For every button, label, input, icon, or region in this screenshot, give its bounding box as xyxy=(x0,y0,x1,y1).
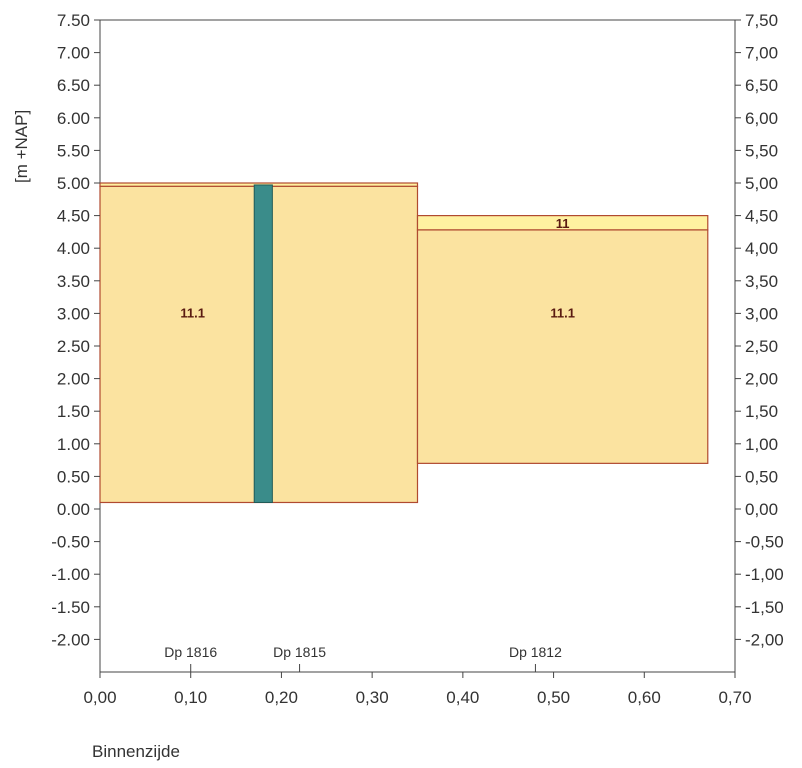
x-tick-label: 0,10 xyxy=(174,688,207,707)
right-y-tick-label: 5,00 xyxy=(745,174,778,193)
right-y-tick-label: -1,00 xyxy=(745,565,784,584)
right-y-tick-label: 6,00 xyxy=(745,109,778,128)
layer-label-3: 11.1 xyxy=(550,305,575,320)
right-y-tick-label: 0,00 xyxy=(745,500,778,519)
left-y-tick-label: 3.00 xyxy=(57,304,90,323)
left-y-tick-label: 6.50 xyxy=(57,76,90,95)
right-y-tick-label: 7,00 xyxy=(745,44,778,63)
x-tick-label: 0,20 xyxy=(265,688,298,707)
x-tick-label: 0,70 xyxy=(718,688,751,707)
soil-layer-3 xyxy=(416,229,709,464)
left-y-tick-label: 0.50 xyxy=(57,467,90,486)
right-y-tick-label: 5,50 xyxy=(745,141,778,160)
left-y-tick-label: 2.50 xyxy=(57,337,90,356)
left-y-tick-label: 5.00 xyxy=(57,174,90,193)
sheet-pile xyxy=(253,184,273,503)
left-y-tick-label: 2.00 xyxy=(57,370,90,389)
left-y-tick-label: 1.50 xyxy=(57,402,90,421)
right-y-tick-label: 2,50 xyxy=(745,337,778,356)
x-tick-label: 0,60 xyxy=(628,688,661,707)
x-tick-label: 0,40 xyxy=(446,688,479,707)
x-tick-label: 0,30 xyxy=(356,688,389,707)
left-y-tick-label: 1.00 xyxy=(57,435,90,454)
right-y-tick-label: 4,50 xyxy=(745,207,778,226)
layer-label-0: 11.1 xyxy=(180,305,205,320)
borehole-label: Dp 1812 xyxy=(509,644,562,660)
x-tick-label: 0,50 xyxy=(537,688,570,707)
right-y-tick-label: 2,00 xyxy=(745,370,778,389)
left-y-tick-label: -2.00 xyxy=(51,630,90,649)
left-y-tick-label: -1.00 xyxy=(51,565,90,584)
right-y-tick-label: 3,00 xyxy=(745,304,778,323)
right-y-tick-label: -1,50 xyxy=(745,598,784,617)
layer-label-2: 11 xyxy=(556,216,570,231)
x-tick-label: 0,00 xyxy=(83,688,116,707)
right-y-tick-label: 7,50 xyxy=(745,11,778,30)
y-axis-label: [m +NAP] xyxy=(10,110,31,183)
left-y-tick-label: -0.50 xyxy=(51,533,90,552)
right-y-tick-label: -0,50 xyxy=(745,533,784,552)
right-y-tick-label: -2,00 xyxy=(745,630,784,649)
left-y-tick-label: 7.50 xyxy=(57,11,90,30)
right-y-tick-label: 1,50 xyxy=(745,402,778,421)
right-y-tick-label: 3,50 xyxy=(745,272,778,291)
left-y-tick-label: 3.50 xyxy=(57,272,90,291)
left-y-tick-label: 0.00 xyxy=(57,500,90,519)
right-y-tick-label: 4,00 xyxy=(745,239,778,258)
right-y-tick-label: 1,00 xyxy=(745,435,778,454)
y-axis-label-text: [m +NAP] xyxy=(12,109,31,183)
right-y-tick-label: 0,50 xyxy=(745,467,778,486)
left-y-tick-label: -1.50 xyxy=(51,598,90,617)
left-y-tick-label: 6.00 xyxy=(57,109,90,128)
footer-label: Binnenzijde xyxy=(92,742,180,761)
left-y-tick-label: 4.50 xyxy=(57,207,90,226)
right-y-tick-label: 6,50 xyxy=(745,76,778,95)
left-y-tick-label: 7.00 xyxy=(57,44,90,63)
left-y-tick-label: 5.50 xyxy=(57,141,90,160)
left-y-tick-label: 4.00 xyxy=(57,239,90,258)
borehole-label: Dp 1815 xyxy=(273,644,326,660)
borehole-label: Dp 1816 xyxy=(164,644,217,660)
